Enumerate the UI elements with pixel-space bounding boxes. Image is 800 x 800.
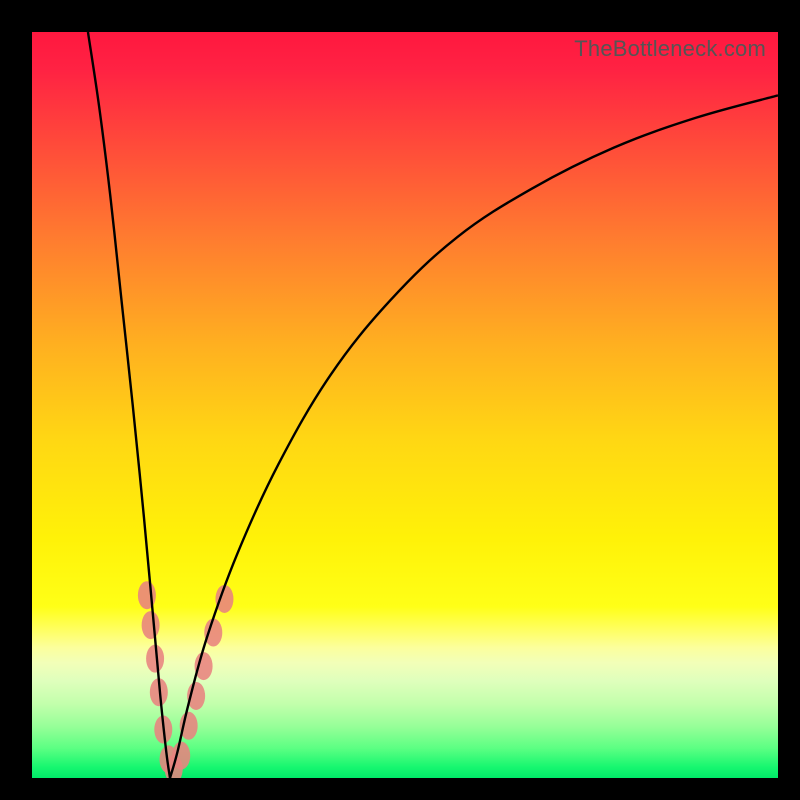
data-marker xyxy=(204,619,222,647)
bottleneck-chart-svg xyxy=(32,32,778,778)
chart-frame: TheBottleneck.com xyxy=(0,0,800,800)
data-marker xyxy=(142,611,160,639)
watermark-text: TheBottleneck.com xyxy=(574,36,766,62)
plot-area xyxy=(32,32,778,778)
gradient-background xyxy=(32,32,778,778)
